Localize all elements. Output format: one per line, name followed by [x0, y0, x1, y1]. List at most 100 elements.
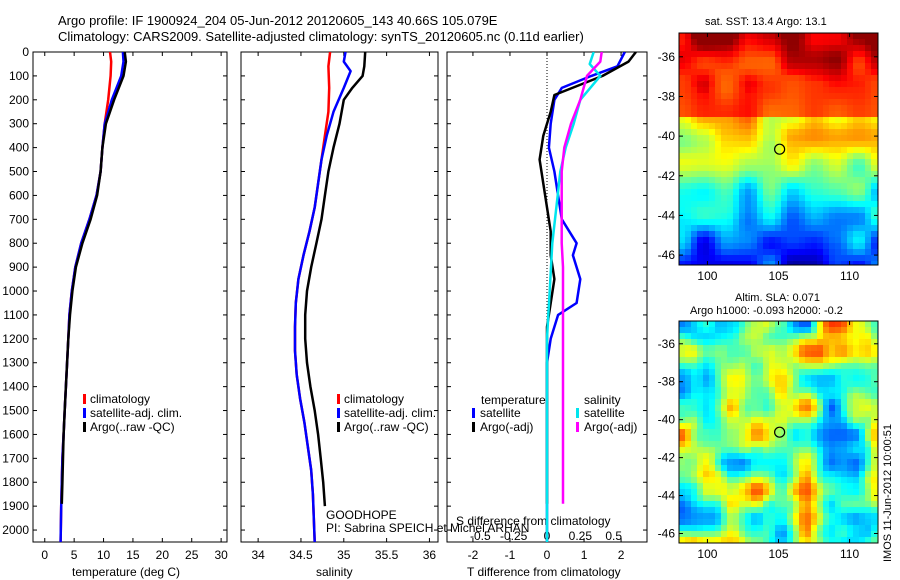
difference-legend-salinity-heading: salinity — [584, 393, 621, 407]
salinity-legend-label: Argo(..raw -QC) — [344, 420, 429, 434]
difference-legend-label: satellite — [584, 406, 625, 420]
depth-tick-label: 1200 — [2, 332, 29, 346]
pi-annotation: PI: Sabrina SPEICH et Michel ARHAN — [326, 521, 530, 535]
difference-xtick-label: 0 — [544, 548, 551, 562]
temperature-xtick-label: 5 — [71, 548, 78, 562]
temperature-undefined-argo-raw-qc--line — [60, 52, 128, 504]
depth-tick-label: 200 — [9, 93, 29, 107]
salinity-undefined-satellite-adj-clim--line — [293, 52, 352, 542]
temperature-undefined-satellite-adj-clim--line — [59, 52, 125, 542]
temperature-legend-swatch — [83, 422, 86, 432]
salinity-legend-swatch — [337, 394, 340, 404]
ticks-layer: 0100200300400500600700800900100011001200… — [2, 33, 878, 562]
depth-tick-label: 1100 — [3, 308, 29, 322]
sla_map-ytick-label: -38 — [658, 375, 676, 389]
difference-xlabel2: S difference from climatology — [456, 514, 611, 528]
temperature-legend-label: satellite-adj. clim. — [90, 406, 182, 420]
sdiff-tick-label: -0.5 — [470, 529, 491, 543]
sst_map-ytick-label: -36 — [658, 50, 676, 64]
temperature-legend-swatch — [83, 408, 86, 418]
depth-tick-label: 1400 — [2, 380, 29, 394]
depth-tick-label: 1500 — [2, 404, 29, 418]
sla_map-ytick-label: -40 — [658, 413, 676, 427]
depth-tick-label: 1300 — [2, 356, 29, 370]
difference-legend-label: Argo(-adj) — [480, 420, 533, 434]
difference-temperature-argo-adj--line — [538, 52, 637, 504]
depth-tick-label: 400 — [9, 141, 29, 155]
depth-tick-label: 300 — [9, 117, 29, 131]
salinity-legend-label: climatology — [344, 392, 404, 406]
salinity-xtick-label: 35 — [337, 548, 351, 562]
figure-title-line2: Climatology: CARS2009. Satellite-adjuste… — [58, 29, 584, 44]
salinity-xtick-label: 35.5 — [375, 548, 399, 562]
difference-xtick-label: -1 — [505, 548, 516, 562]
temperature-legend-swatch — [83, 394, 86, 404]
temperature-series-group — [59, 52, 128, 542]
difference-xtick-label: 1 — [581, 548, 588, 562]
depth-tick-label: 100 — [9, 69, 29, 83]
difference-xtick-label: 2 — [618, 548, 625, 562]
temperature-xtick-label: 30 — [214, 548, 228, 562]
difference-salinity-argo-adj--line — [560, 52, 603, 504]
sst_map-xtick-label: 110 — [840, 269, 859, 283]
difference-legend-swatch — [576, 408, 579, 418]
salinity-xtick-label: 36 — [423, 548, 437, 562]
difference-temperature-satellite-line — [545, 52, 626, 542]
sst_map-ytick-label: -46 — [658, 248, 676, 262]
salinity-legend-label: satellite-adj. clim. — [344, 406, 436, 420]
sst_map-xtick-label: 100 — [697, 269, 717, 283]
difference-xlabel: T difference from climatology — [467, 565, 621, 579]
depth-tick-label: 800 — [9, 236, 29, 250]
sst_map-xtick-label: 105 — [768, 269, 788, 283]
salinity-xtick-label: 34 — [251, 548, 265, 562]
sla_map-pixels — [679, 321, 879, 544]
sst_map-argo-marker — [774, 143, 786, 155]
sdiff-tick-label: -0.25 — [500, 529, 528, 543]
difference-legend-temperature-heading: temperature — [481, 393, 546, 407]
salinity-undefined-argo-raw-qc--line — [303, 52, 367, 507]
sla_map-xtick-label: 105 — [768, 547, 788, 561]
temperature-xtick-label: 0 — [41, 548, 48, 562]
sdiff-tick-label: 0.5 — [605, 529, 622, 543]
sla_map-ytick-label: -42 — [658, 451, 676, 465]
depth-tick-label: 1600 — [2, 427, 29, 441]
depth-tick-label: 700 — [9, 212, 29, 226]
sla_map-ytick-label: -44 — [658, 489, 676, 503]
difference-xtick-label: -2 — [468, 548, 479, 562]
sla-map-title: Altim. SLA: 0.071 — [735, 292, 820, 304]
sla_map-ytick-label: -46 — [658, 527, 676, 541]
salinity-frame — [240, 51, 439, 543]
temperature-xlabel: temperature (deg C) — [72, 565, 181, 579]
salinity-xtick-label: 34.5 — [289, 548, 313, 562]
salinity-undefined-climatology-line — [293, 52, 332, 542]
salinity-legend-swatch — [337, 422, 340, 432]
sst_map-ytick-label: -44 — [658, 208, 676, 222]
temperature-xtick-label: 10 — [97, 548, 111, 562]
depth-tick-label: 500 — [9, 165, 29, 179]
goodhope-annotation: GOODHOPE — [326, 508, 397, 522]
difference-legend-label: satellite — [480, 406, 521, 420]
depth-tick-label: 1700 — [2, 451, 29, 465]
sst_map-ytick-label: -40 — [658, 129, 676, 143]
sst_map-ytick-label: -38 — [658, 89, 676, 103]
sla_map-argo-marker — [774, 426, 786, 438]
lines-layer — [59, 52, 637, 542]
sla_map-ytick-label: -36 — [658, 337, 676, 351]
difference-salinity-satellite-line — [545, 52, 602, 542]
depth-tick-label: 0 — [22, 45, 29, 59]
sla_map-xtick-label: 110 — [840, 547, 859, 561]
difference-legend-swatch — [472, 408, 475, 418]
sst_map-pixels — [679, 33, 879, 266]
sst_map-ytick-label: -42 — [658, 169, 676, 183]
temperature-legend-label: Argo(..raw -QC) — [90, 420, 175, 434]
difference-legend-swatch — [472, 422, 475, 432]
difference-legend-swatch — [576, 422, 579, 432]
salinity-series-group — [293, 52, 367, 542]
sla_map-xtick-label: 100 — [697, 547, 717, 561]
temperature-frame — [32, 51, 228, 543]
depth-tick-label: 1000 — [2, 284, 29, 298]
depth-tick-label: 1800 — [2, 475, 29, 489]
temperature-legend-label: climatology — [90, 392, 150, 406]
